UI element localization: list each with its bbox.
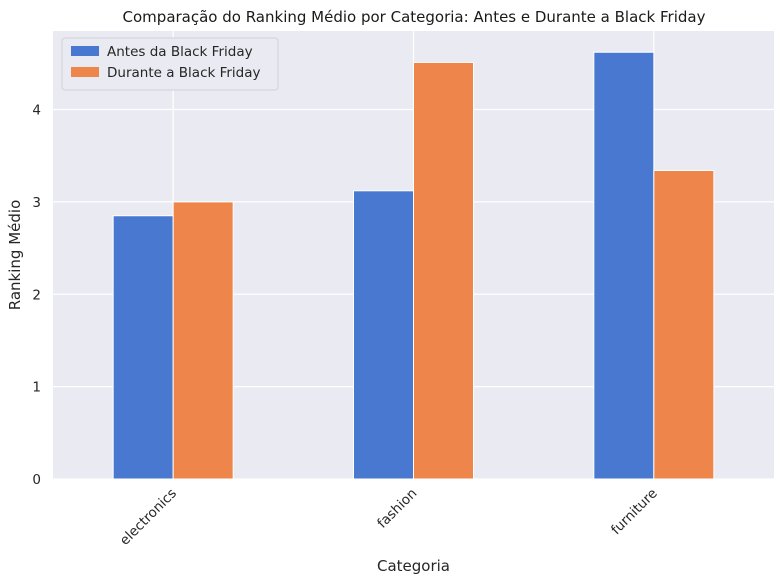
x-axis-ticks: electronics fashion furniture — [117, 486, 661, 549]
bar-fashion-durante — [413, 61, 474, 480]
y-tick-label: 2 — [32, 287, 41, 303]
legend-box — [61, 37, 279, 91]
y-axis-title: Ranking Médio — [6, 200, 24, 310]
bar-electronics-durante — [172, 201, 234, 480]
legend-swatch-antes — [71, 46, 99, 56]
legend-label-durante: Durante a Black Friday — [107, 65, 261, 81]
chart-title: Comparação do Ranking Médio por Categori… — [123, 8, 706, 26]
bar-furniture-durante — [653, 169, 715, 480]
y-tick-label: 4 — [32, 103, 41, 119]
x-axis-title: Categoria — [377, 557, 450, 575]
y-tick-label: 0 — [32, 472, 41, 488]
x-tick-label: electronics — [117, 486, 180, 549]
y-tick-label: 3 — [32, 195, 41, 211]
legend-swatch-durante — [71, 67, 99, 77]
bars — [112, 51, 715, 480]
x-tick-label: furniture — [608, 486, 661, 539]
legend-label-antes: Antes da Black Friday — [107, 44, 253, 60]
x-tick-label: fashion — [374, 486, 420, 532]
bar-fashion-antes — [353, 190, 414, 480]
legend: Antes da Black Friday Durante a Black Fr… — [61, 37, 279, 91]
y-tick-label: 1 — [32, 380, 41, 396]
bar-furniture-antes — [593, 51, 655, 480]
y-axis-ticks: 0 1 2 3 4 — [32, 103, 41, 488]
bar-electronics-antes — [112, 215, 174, 480]
